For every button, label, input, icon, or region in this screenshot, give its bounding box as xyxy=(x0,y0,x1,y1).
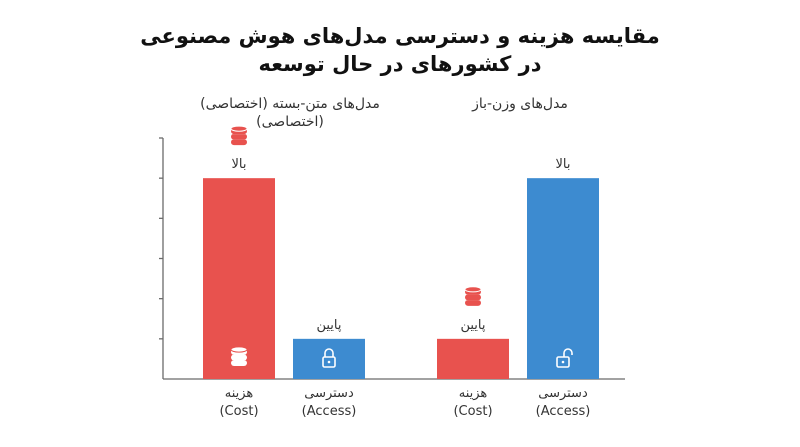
lock-closed-icon xyxy=(322,348,336,368)
coin-layer xyxy=(465,299,481,306)
coin-top xyxy=(230,346,248,353)
value-label: پایین xyxy=(460,318,485,333)
value-label: بالا xyxy=(556,157,571,172)
coins-icon xyxy=(464,286,482,306)
lock-body xyxy=(322,356,336,368)
group-label: مدل‌های متن-بسته (اختصاصی) xyxy=(200,96,380,112)
lock-body xyxy=(556,356,570,368)
coin-top xyxy=(464,286,482,293)
category-label-en: (Access) xyxy=(302,404,357,419)
category-label: دسترسی xyxy=(304,386,354,401)
lock-keyhole xyxy=(561,360,565,364)
coin-layer xyxy=(231,133,247,140)
coins-icon xyxy=(230,346,248,366)
bar xyxy=(437,338,509,379)
lock-shackle xyxy=(324,348,334,357)
coin-top xyxy=(230,125,248,132)
coin-layer xyxy=(231,360,247,366)
group-label: مدل‌های وزن-باز xyxy=(471,96,568,112)
bar xyxy=(527,178,599,379)
bar xyxy=(293,338,365,379)
category-label: هزینه xyxy=(225,386,254,401)
coins-icon xyxy=(230,125,248,146)
bar xyxy=(203,178,275,379)
coin-layer xyxy=(231,139,247,146)
lock-keyhole xyxy=(327,360,331,364)
category-label-en: (Cost) xyxy=(219,404,258,419)
coin-layer xyxy=(231,354,247,361)
category-label-en: (Access) xyxy=(536,404,591,419)
group-label: (اختصاصی) xyxy=(256,114,324,130)
category-label: هزینه xyxy=(459,386,488,401)
category-label: دسترسی xyxy=(538,386,588,401)
value-label: پایین xyxy=(316,318,341,333)
lock-shackle xyxy=(563,348,573,357)
chart-title-line2: در کشورهای در حال توسعه xyxy=(258,52,542,76)
category-label-en: (Cost) xyxy=(453,404,492,419)
coin-layer xyxy=(465,294,481,301)
chart-title-line1: مقایسه هزینه و دسترسی مدل‌های هوش مصنوعی xyxy=(140,24,660,48)
lock-open-icon xyxy=(556,348,573,368)
value-label: بالا xyxy=(232,157,247,172)
